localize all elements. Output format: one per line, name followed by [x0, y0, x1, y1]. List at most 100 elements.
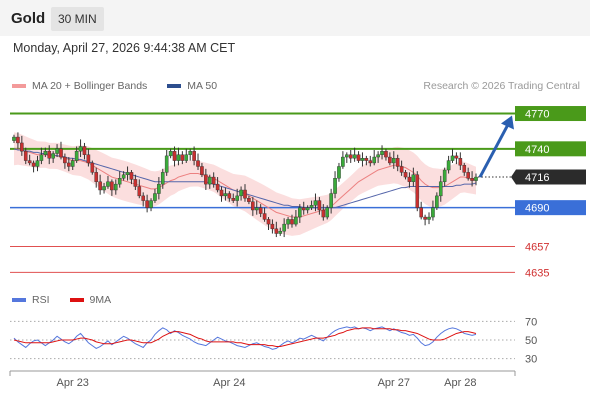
support-label: 4657	[525, 241, 549, 253]
candle-down	[90, 162, 95, 173]
candle-up	[51, 153, 55, 159]
last-price-label-box	[511, 169, 586, 185]
symbol-title: Gold	[11, 10, 46, 27]
candle-down	[110, 181, 114, 191]
candle-down	[215, 183, 220, 191]
candle-up	[442, 169, 447, 182]
candle-down	[86, 154, 91, 164]
timeframe-button[interactable]: 30 MIN	[51, 7, 104, 31]
candle-down	[145, 200, 149, 208]
candle-down	[47, 150, 52, 159]
candle-down	[59, 148, 63, 158]
resistance-label-box	[515, 106, 586, 122]
candle-up	[325, 207, 330, 218]
candle-up	[337, 166, 341, 179]
bollinger-legend-label: MA 20 + Bollinger Bands	[32, 80, 148, 92]
rsi-swatch	[12, 298, 26, 302]
candle-down	[133, 179, 138, 187]
candle-up	[344, 154, 349, 158]
candle-up	[435, 195, 439, 208]
candle-down	[321, 209, 326, 218]
ma50-swatch	[167, 84, 182, 88]
candle-down	[423, 216, 427, 220]
candle-up	[360, 158, 365, 161]
candle-down	[204, 174, 208, 185]
candles-layer	[12, 115, 514, 238]
candle-down	[200, 166, 204, 175]
candle-up	[223, 193, 228, 197]
candle-down	[82, 146, 87, 155]
candle-up	[329, 193, 333, 208]
rsi-ma-line	[13, 327, 477, 348]
rsi-ma-swatch	[69, 298, 84, 302]
levels-layer	[10, 112, 515, 273]
candle-up	[125, 172, 130, 175]
candle-up	[278, 230, 283, 234]
rsi-line	[13, 326, 477, 350]
candle-up	[117, 178, 122, 185]
pivot-label: 4690	[525, 203, 549, 215]
candle-up	[333, 178, 337, 194]
candle-down	[251, 201, 255, 211]
candle-down	[415, 174, 420, 208]
candle-up	[446, 160, 451, 171]
resistance-label-box	[515, 141, 586, 157]
candle-down	[274, 228, 279, 234]
support-label: 4635	[525, 267, 549, 279]
candle-up	[313, 200, 318, 206]
price-legend: MA 20 + Bollinger Bands MA 50	[12, 80, 217, 92]
resistance-label: 4770	[525, 109, 549, 121]
ma50-legend-label: MA 50	[187, 80, 218, 92]
header-bar: Gold 30 MIN	[0, 0, 590, 36]
datetime-label: Monday, April 27, 2026 9:44:38 AM CET	[13, 41, 236, 55]
candle-up	[239, 189, 243, 197]
candle-up	[78, 146, 83, 152]
candle-up	[157, 183, 161, 194]
candle-down	[368, 160, 373, 164]
candle-up	[235, 195, 239, 201]
candle-down	[67, 162, 71, 167]
time-tick-label: Apr 27	[378, 377, 410, 389]
candle-down	[98, 181, 102, 191]
candle-up	[43, 150, 48, 155]
candle-up	[70, 160, 75, 167]
candle-up	[372, 156, 377, 164]
candle-down	[317, 200, 322, 211]
candle-up	[35, 160, 40, 167]
candle-down	[419, 207, 423, 218]
bollinger-swatch	[12, 84, 26, 88]
candle-up	[153, 193, 157, 201]
rsi-tick-label: 70	[525, 316, 537, 328]
candle-down	[470, 178, 474, 181]
candle-down	[466, 172, 470, 179]
candle-down	[262, 213, 267, 220]
candle-down	[356, 154, 361, 161]
candle-down	[23, 150, 28, 161]
candle-down	[219, 189, 224, 197]
time-tick-label: Apr 28	[444, 377, 476, 389]
candle-up	[164, 155, 169, 173]
candle-down	[290, 219, 294, 225]
candle-up	[113, 183, 118, 191]
rsi-legend-label: RSI	[32, 294, 50, 306]
candle-down	[141, 195, 146, 201]
candle-up	[286, 219, 290, 225]
pivot-label-box	[515, 200, 586, 216]
candle-down	[348, 154, 353, 159]
rsi-tick-label: 50	[525, 335, 537, 347]
candle-down	[266, 219, 271, 225]
candle-up	[74, 150, 79, 161]
forecast-arrow-head	[501, 115, 514, 130]
candle-down	[211, 176, 216, 185]
candle-up	[309, 205, 314, 208]
candle-down	[258, 207, 263, 214]
candle-up	[380, 150, 384, 155]
candle-up	[294, 216, 298, 225]
candle-down	[192, 150, 196, 161]
candle-down	[399, 166, 404, 173]
candle-up	[188, 150, 192, 155]
candle-down	[243, 189, 247, 199]
candle-up	[411, 174, 416, 182]
rsi-ma-legend-label: 9MA	[89, 294, 112, 306]
